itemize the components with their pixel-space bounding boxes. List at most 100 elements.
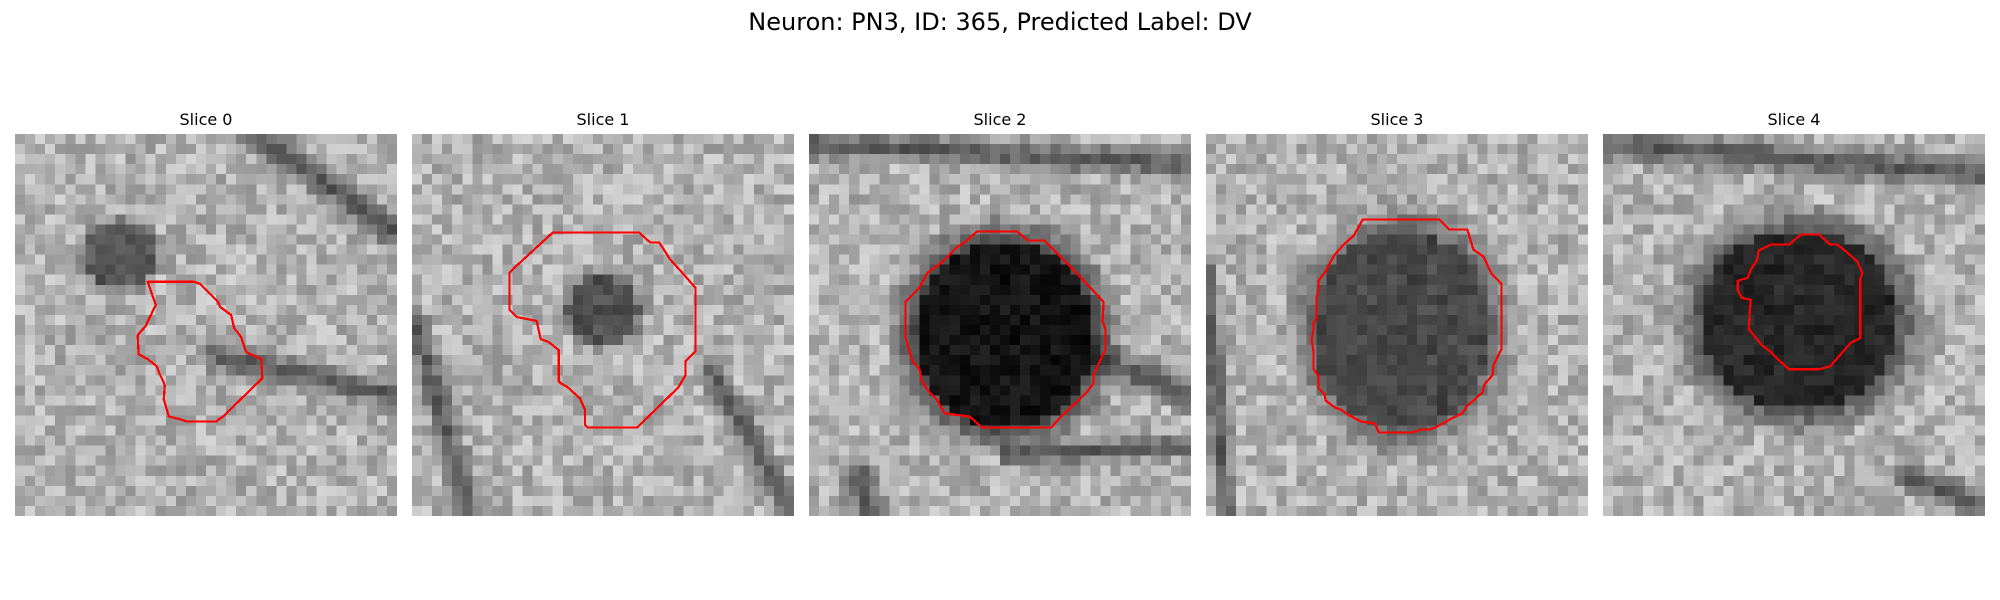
pixel <box>1276 194 1287 205</box>
pixel <box>809 204 820 215</box>
pixel <box>25 435 36 446</box>
pixel <box>442 395 453 406</box>
pixel <box>472 144 483 155</box>
pixel <box>95 335 106 346</box>
pixel <box>829 224 840 235</box>
pixel <box>663 234 674 245</box>
pixel <box>663 455 674 466</box>
pixel <box>723 435 734 446</box>
pixel <box>1180 355 1191 366</box>
pixel <box>1246 264 1257 275</box>
pixel <box>633 314 644 326</box>
pixel <box>85 385 96 396</box>
pixel <box>623 475 634 487</box>
pixel <box>226 335 237 346</box>
pixel <box>673 385 684 396</box>
pixel <box>829 405 840 416</box>
pixel <box>1206 134 1217 145</box>
pixel <box>1150 475 1162 487</box>
pixel <box>849 455 860 466</box>
pixel <box>1020 314 1031 326</box>
pixel <box>969 274 981 285</box>
pixel <box>246 485 257 497</box>
pixel <box>1457 194 1468 205</box>
pixel <box>1040 395 1051 406</box>
pixel <box>85 284 96 296</box>
pixel <box>613 154 624 165</box>
pixel <box>366 284 378 296</box>
pixel <box>613 244 624 255</box>
pixel <box>839 304 850 316</box>
pixel <box>1477 274 1488 285</box>
pixel <box>125 204 136 215</box>
pixel <box>653 164 664 175</box>
pixel <box>1060 475 1071 487</box>
pixel <box>452 465 463 476</box>
pixel <box>909 395 920 406</box>
pixel <box>1090 174 1101 185</box>
pixel <box>522 455 533 466</box>
pixel <box>1140 355 1151 366</box>
pixel <box>562 495 574 507</box>
pixel <box>572 244 584 255</box>
pixel <box>633 294 644 306</box>
pixel <box>1160 335 1172 346</box>
pixel <box>472 455 483 466</box>
pixel <box>703 415 714 426</box>
pixel <box>582 435 594 446</box>
pixel <box>1577 224 1588 235</box>
pixel <box>115 234 126 245</box>
pixel <box>216 154 227 165</box>
pixel <box>663 445 674 456</box>
pixel <box>366 294 378 306</box>
pixel <box>145 405 156 416</box>
pixel <box>829 355 840 366</box>
pixel <box>1397 194 1408 205</box>
pixel <box>773 154 785 165</box>
pixel <box>949 214 960 225</box>
pixel <box>1256 134 1267 145</box>
pixel <box>572 134 584 145</box>
pixel <box>1557 254 1569 265</box>
pixel <box>276 164 287 175</box>
pixel <box>1547 294 1559 306</box>
pixel <box>1527 264 1538 275</box>
pixel <box>603 204 614 215</box>
pixel <box>1060 445 1071 456</box>
pixel <box>1090 375 1101 386</box>
pixel <box>492 204 503 215</box>
pixel <box>613 475 624 487</box>
pixel <box>783 485 794 497</box>
pixel <box>859 234 870 245</box>
pixel <box>1010 154 1021 165</box>
pixel <box>366 335 378 346</box>
pixel <box>1040 244 1051 255</box>
pixel <box>1326 284 1337 296</box>
pixel <box>1070 294 1081 306</box>
pixel <box>1507 274 1518 285</box>
pixel <box>512 415 523 426</box>
pixel <box>316 345 327 356</box>
pixel <box>763 445 775 456</box>
pixel <box>819 485 830 497</box>
pixel <box>512 224 523 235</box>
pixel <box>552 294 563 306</box>
pixel <box>582 224 594 235</box>
pixel <box>1256 224 1267 235</box>
pixel <box>613 385 624 396</box>
pixel <box>412 274 423 285</box>
pixel <box>743 224 754 235</box>
pixel <box>25 365 36 376</box>
pixel <box>65 214 76 225</box>
pixel <box>582 234 594 245</box>
pixel <box>206 365 217 376</box>
pixel <box>829 335 840 346</box>
pixel <box>105 174 116 185</box>
pixel <box>979 304 991 316</box>
pixel <box>643 365 654 376</box>
pixel <box>1160 425 1172 436</box>
pixel <box>522 254 533 265</box>
pixel <box>1150 395 1162 406</box>
pixel <box>1216 154 1227 165</box>
pixel <box>919 375 930 386</box>
